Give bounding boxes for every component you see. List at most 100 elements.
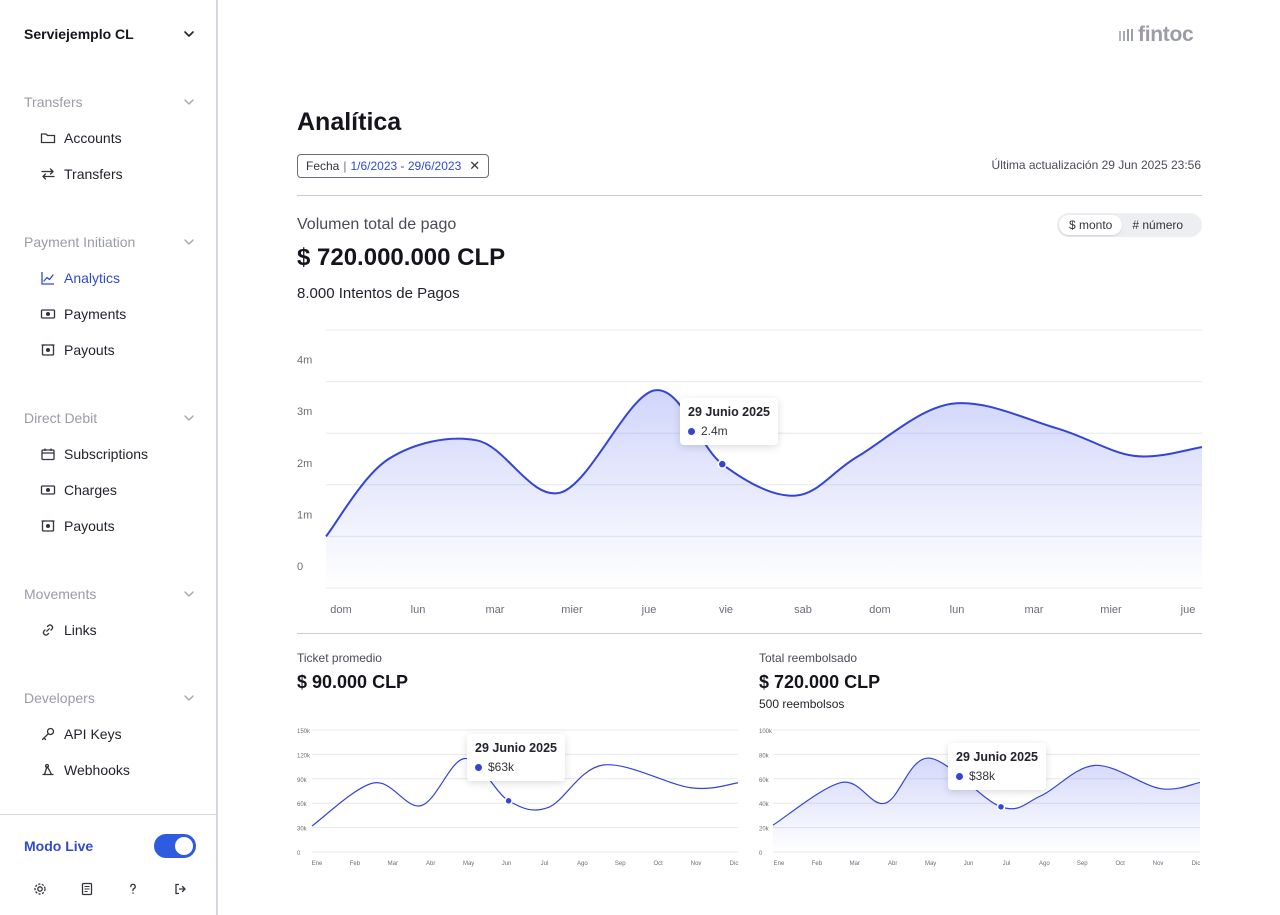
cash-icon: [40, 482, 56, 498]
x-tick-label: Ene: [774, 861, 785, 867]
sidebar-item-payments[interactable]: Payments: [24, 296, 196, 332]
x-tick-label: lun: [950, 604, 965, 616]
y-tick-label: 1m: [297, 509, 312, 521]
sidebar-section: Payment Initiation Analytics Payments Payou…: [24, 230, 196, 368]
refunds-value: $ 720.000 CLP: [759, 672, 881, 692]
number-toggle-button[interactable]: # número: [1132, 218, 1184, 232]
x-tick-label: Nov: [1153, 861, 1164, 867]
x-tick-label: Ene: [312, 861, 323, 867]
ticket-title: Ticket promedio: [297, 651, 382, 665]
sidebar-item-payouts[interactable]: Payouts: [24, 332, 196, 368]
tooltip-point: [717, 459, 728, 469]
sidebar-item-label: Charges: [64, 482, 117, 498]
refunds-tooltip: 29 Junio 2025 $38k: [948, 743, 1046, 790]
x-tick-label: Dic: [1192, 861, 1201, 867]
sidebar-section-title: Direct Debit: [24, 410, 98, 426]
calendar-icon: [40, 446, 56, 462]
y-tick-label: 40k: [759, 802, 770, 808]
x-tick-label: mar: [1025, 604, 1044, 616]
y-tick-label: 100k: [759, 729, 773, 735]
docs-icon[interactable]: [77, 879, 97, 899]
metric-toggle: $ monto # número: [1057, 213, 1202, 237]
sidebar-item-subscriptions[interactable]: Subscriptions: [24, 436, 196, 472]
sidebar-section-header[interactable]: Developers: [24, 686, 196, 710]
divider: [297, 633, 1202, 634]
toggle-knob: [175, 837, 193, 855]
sidebar-item-label: Analytics: [64, 270, 121, 286]
x-tick-label: Ago: [1039, 861, 1050, 867]
x-tick-label: mier: [1100, 604, 1122, 616]
org-selector[interactable]: Serviejemplo CL: [24, 22, 196, 46]
amount-toggle-button[interactable]: $ monto: [1059, 215, 1123, 235]
sidebar-item-label: Webhooks: [64, 762, 130, 778]
y-tick-label: 0: [297, 561, 303, 573]
x-tick-label: lun: [411, 604, 426, 616]
folder-icon: [40, 130, 56, 146]
tooltip-date: 29 Junio 2025: [475, 741, 557, 755]
date-filter-chip[interactable]: Fecha | 1/6/2023 - 29/6/2023 ✕: [297, 154, 490, 178]
sidebar-item-webhooks[interactable]: Webhooks: [24, 752, 196, 788]
payout-icon: [40, 518, 56, 534]
sidebar-section: Transfers Accounts Transfers: [24, 90, 196, 192]
filter-key: Fecha: [306, 159, 340, 173]
logout-icon[interactable]: [170, 879, 190, 899]
sidebar-item-api-keys[interactable]: API Keys: [24, 716, 196, 752]
series-line: [772, 757, 1201, 826]
sidebar-item-analytics[interactable]: Analytics: [24, 260, 196, 296]
x-tick-label: dom: [330, 604, 351, 616]
x-tick-label: Sep: [1077, 861, 1088, 867]
sidebar-item-charges[interactable]: Charges: [24, 472, 196, 508]
live-mode-toggle[interactable]: [154, 834, 196, 858]
logo-text: fintoc: [1138, 23, 1194, 46]
x-tick-label: Jul: [1003, 861, 1011, 867]
logo-mark-icon: [1119, 29, 1133, 41]
filter-value: 1/6/2023 - 29/6/2023: [350, 159, 462, 173]
x-tick-label: Oct: [1116, 861, 1126, 867]
tooltip-row: $63k: [475, 760, 557, 774]
link-icon: [40, 622, 56, 638]
help-icon[interactable]: [123, 879, 143, 899]
x-tick-label: May: [925, 861, 936, 867]
series-area: [326, 390, 1202, 588]
chevron-down-icon: [184, 99, 194, 105]
sidebar-item-label: Transfers: [64, 166, 123, 182]
x-tick-label: Oct: [654, 861, 664, 867]
y-tick-label: 60k: [297, 802, 308, 808]
volume-subtitle: 8.000 Intentos de Pagos: [297, 285, 460, 302]
y-tick-label: 0: [759, 851, 763, 857]
sidebar-footer: Modo Live: [0, 814, 216, 915]
sidebar-section-header[interactable]: Direct Debit: [24, 406, 196, 430]
sidebar-item-payouts[interactable]: Payouts: [24, 508, 196, 544]
series-dot: [956, 772, 963, 780]
live-mode-label: Modo Live: [24, 838, 94, 854]
volume-value: $ 720.000.000 CLP: [297, 244, 506, 271]
x-tick-label: Mar: [388, 861, 398, 867]
volume-label: Volumen total de pago: [297, 216, 457, 233]
sidebar-item-label: Payouts: [64, 518, 115, 534]
series-line: [325, 389, 1203, 538]
sidebar-section: Developers API Keys Webhooks: [24, 686, 196, 788]
close-icon[interactable]: ✕: [469, 158, 481, 173]
sidebar-item-accounts[interactable]: Accounts: [24, 120, 196, 156]
tooltip-row: $38k: [956, 769, 1038, 783]
transfer-arrows-icon: [40, 166, 56, 182]
sidebar-item-transfers[interactable]: Transfers: [24, 156, 196, 192]
x-tick-label: Sep: [615, 861, 626, 867]
tooltip-row: 2.4m: [688, 424, 770, 438]
settings-icon[interactable]: [30, 879, 50, 899]
sidebar-section-header[interactable]: Transfers: [24, 90, 196, 114]
sidebar-item-links[interactable]: Links: [24, 612, 196, 648]
sidebar-section-header[interactable]: Payment Initiation: [24, 230, 196, 254]
series-dot: [475, 763, 482, 771]
sidebar-section-header[interactable]: Movements: [24, 582, 196, 606]
y-tick-label: 4m: [297, 355, 312, 367]
y-tick-label: 80k: [759, 753, 770, 759]
x-tick-label: Jun: [964, 861, 974, 867]
sidebar-section-title: Movements: [24, 586, 97, 602]
x-tick-label: jue: [641, 604, 657, 616]
sidebar-item-label: Payouts: [64, 342, 115, 358]
y-tick-label: 20k: [759, 827, 770, 833]
webhook-icon: [40, 762, 56, 778]
x-tick-label: vie: [719, 604, 733, 616]
sidebar-section: Movements Links: [24, 582, 196, 648]
